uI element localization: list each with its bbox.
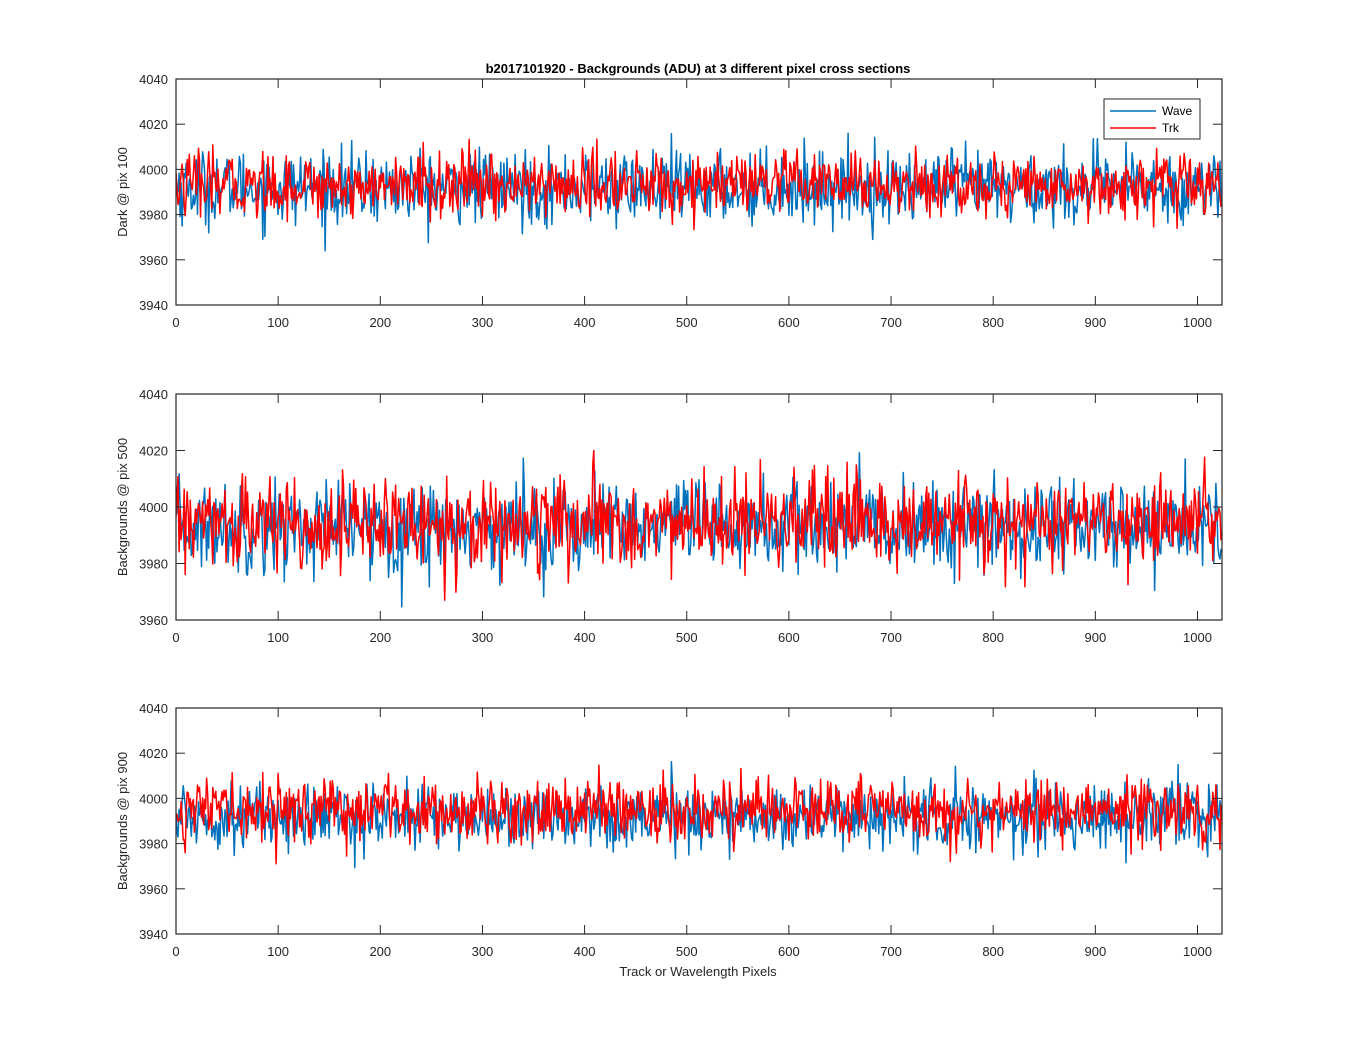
x-tick-label: 1000	[1183, 944, 1212, 959]
legend-box	[1103, 98, 1201, 140]
series-line-trk	[176, 449, 1222, 601]
x-tick-label: 0	[172, 315, 179, 330]
x-tick-label: 500	[676, 944, 698, 959]
x-tick-label: 900	[1084, 944, 1106, 959]
x-tick-label: 800	[982, 630, 1004, 645]
y-tick-label: 4000	[139, 500, 168, 515]
figure-title: b2017101920 - Backgrounds (ADU) at 3 dif…	[486, 61, 911, 76]
x-tick-label: 500	[676, 315, 698, 330]
y-tick-label: 3940	[139, 298, 168, 313]
x-tick-label: 800	[982, 944, 1004, 959]
y-tick-label: 4040	[139, 701, 168, 716]
y-tick-label: 3980	[139, 837, 168, 852]
x-axis-label: Track or Wavelength Pixels	[619, 964, 777, 979]
y-tick-label: 4020	[139, 746, 168, 761]
y-tick-label: 3940	[139, 927, 168, 942]
x-tick-label: 900	[1084, 630, 1106, 645]
series-line-trk	[176, 138, 1222, 231]
legend-label-trk: Trk	[1162, 121, 1180, 135]
legend-label-wave: Wave	[1162, 104, 1193, 118]
x-tick-label: 100	[267, 630, 289, 645]
y-tick-label: 3960	[139, 882, 168, 897]
x-tick-label: 400	[574, 944, 596, 959]
axes-box	[175, 78, 1223, 306]
y-tick-label: 4020	[139, 117, 168, 132]
y-tick-label: 4020	[139, 444, 168, 459]
x-tick-label: 300	[472, 944, 494, 959]
x-tick-label: 1000	[1183, 315, 1212, 330]
y-tick-label: 4040	[139, 72, 168, 87]
x-tick-label: 600	[778, 630, 800, 645]
subplot-1: 0 100 200 300 400 500 600 700 800 900 1000 3940 3960…	[115, 72, 1223, 330]
y-tick-label: 3960	[139, 253, 168, 268]
y-axis-label: Backgrounds @ pix 900	[115, 752, 130, 890]
legend: Wave Trk	[1103, 98, 1201, 140]
y-tick-label: 4000	[139, 791, 168, 806]
x-tick-label: 600	[778, 944, 800, 959]
x-tick-label: 900	[1084, 315, 1106, 330]
x-tick-label: 300	[472, 315, 494, 330]
x-tick-label: 400	[574, 630, 596, 645]
y-tick-label: 4040	[139, 387, 168, 402]
subplot-3: 0 100 200 300 400 500 600 700 800 900 1000 3940 3960…	[115, 701, 1223, 959]
x-tick-label: 700	[880, 630, 902, 645]
x-tick-label: 200	[369, 315, 391, 330]
series-line-trk	[176, 764, 1222, 865]
series-line-wave	[176, 452, 1222, 608]
x-tick-label: 0	[172, 944, 179, 959]
x-tick-label: 300	[472, 630, 494, 645]
x-tick-label: 200	[369, 630, 391, 645]
y-axis-label: Dark @ pix 100	[115, 147, 130, 237]
y-tick-label: 3980	[139, 557, 168, 572]
y-axis-label: Backgrounds @ pix 500	[115, 438, 130, 576]
x-tick-label: 800	[982, 315, 1004, 330]
x-tick-label: 0	[172, 630, 179, 645]
x-tick-label: 200	[369, 944, 391, 959]
x-tick-label: 100	[267, 944, 289, 959]
x-tick-label: 500	[676, 630, 698, 645]
y-tick-label: 3960	[139, 613, 168, 628]
x-tick-label: 1000	[1183, 630, 1212, 645]
axes-box	[175, 707, 1223, 935]
y-tick-label: 3980	[139, 208, 168, 223]
x-tick-label: 700	[880, 944, 902, 959]
y-tick-label: 4000	[139, 162, 168, 177]
x-tick-label: 100	[267, 315, 289, 330]
x-tick-label: 600	[778, 315, 800, 330]
subplots: 0 100 200 300 400 500 600 700 800 900 100039403960…	[115, 72, 1223, 959]
subplot-2: 0 100 200 300 400 500 600 700 800 900 1000 3960 3980…	[115, 387, 1223, 645]
x-tick-label: 700	[880, 315, 902, 330]
x-tick-label: 400	[574, 315, 596, 330]
